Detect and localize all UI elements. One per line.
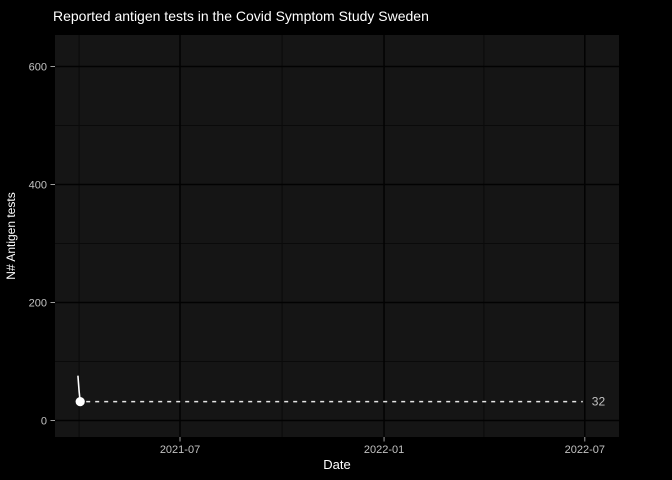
annotation-label: 32 [592, 395, 606, 409]
x-axis-title: Date [323, 457, 351, 472]
y-tick-label: 600 [29, 62, 47, 74]
plot-panel-bg [55, 35, 619, 437]
end-point-marker [75, 397, 85, 407]
chart-title: Reported antigen tests in the Covid Symp… [53, 8, 429, 24]
x-tick-label: 2021-07 [160, 444, 200, 456]
y-tick-label: 400 [29, 180, 47, 192]
x-tick-label: 2022-01 [364, 444, 404, 456]
x-tick-label: 2022-07 [565, 444, 605, 456]
y-tick-label: 0 [41, 416, 47, 428]
y-tick-label: 200 [29, 298, 47, 310]
y-axis-title: N# Antigen tests [4, 192, 18, 280]
